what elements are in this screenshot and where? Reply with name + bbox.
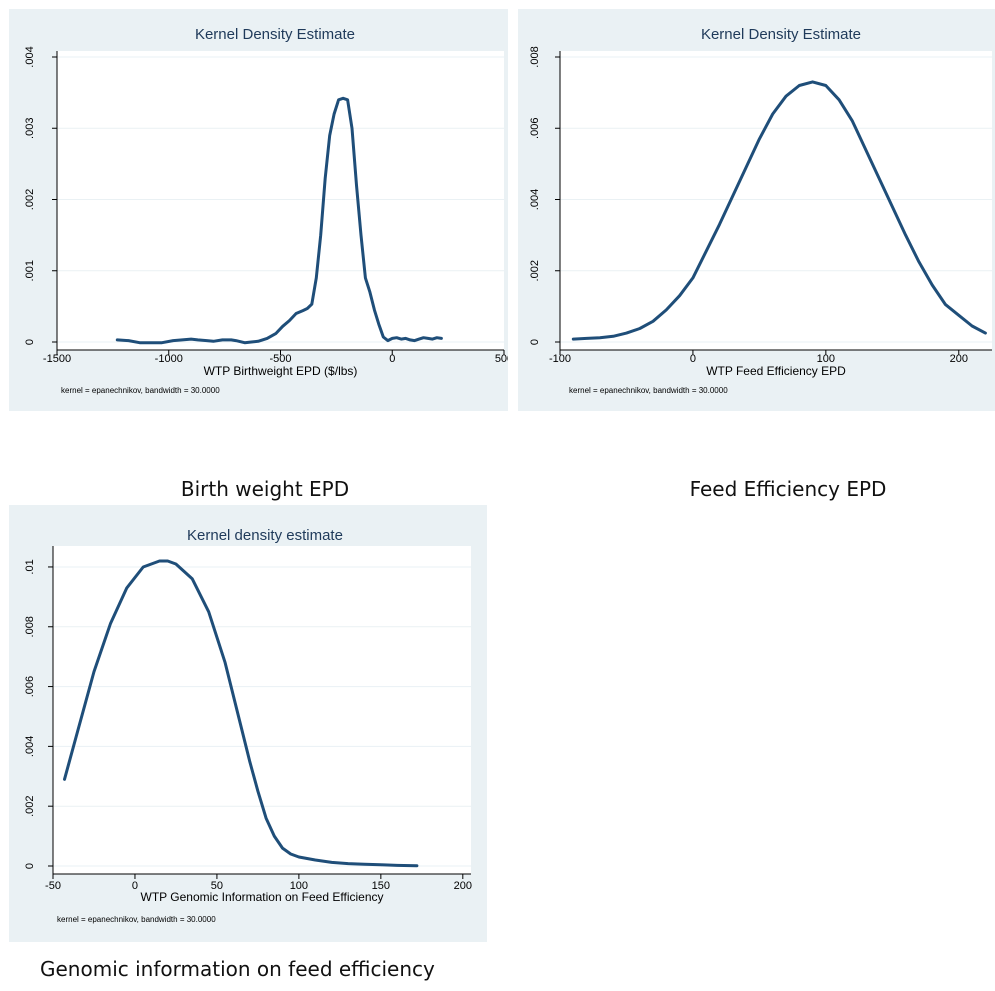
x-axis-label: WTP Feed Efficiency EPD bbox=[706, 364, 846, 378]
chart-note: kernel = epanechnikov, bandwidth = 30.00… bbox=[61, 386, 220, 395]
y-tick-label: .004 bbox=[24, 46, 36, 67]
x-tick-label: 100 bbox=[290, 880, 308, 892]
x-tick-label: 0 bbox=[389, 353, 395, 365]
x-tick-label: 0 bbox=[690, 353, 696, 365]
x-axis-label: WTP Birthweight EPD ($/lbs) bbox=[204, 364, 358, 378]
x-tick-label: -100 bbox=[549, 353, 571, 365]
x-axis-label: WTP Genomic Information on Feed Efficien… bbox=[141, 890, 384, 904]
plot-area bbox=[560, 51, 992, 350]
y-tick-label: .006 bbox=[529, 118, 541, 139]
chart-genomic: Kernel density estimate 0 .002 .004 .006 .008… bbox=[24, 527, 472, 924]
y-tick-label: .006 bbox=[24, 676, 36, 697]
x-tick-label: -500 bbox=[269, 353, 291, 365]
x-tick-label: 200 bbox=[950, 353, 968, 365]
chart-panel-birthweight: Kernel Density Estimate 0 .001 .002 .003 .004… bbox=[9, 9, 508, 411]
y-tick-label: .002 bbox=[529, 260, 541, 281]
chart-title: Kernel Density Estimate bbox=[701, 26, 861, 43]
x-tick-label: 150 bbox=[372, 880, 390, 892]
y-tick-label: 0 bbox=[24, 339, 36, 345]
x-tick-label: -50 bbox=[45, 880, 61, 892]
y-tick-label: .004 bbox=[529, 189, 541, 210]
x-tick-label: 50 bbox=[211, 880, 223, 892]
y-tick-label: .008 bbox=[24, 616, 36, 637]
y-tick-label: 0 bbox=[24, 863, 36, 869]
x-tick-label: 100 bbox=[817, 353, 835, 365]
density-line bbox=[571, 80, 987, 341]
x-tick-label: 0 bbox=[132, 880, 138, 892]
x-tick-label: 200 bbox=[454, 880, 472, 892]
chart-feed-efficiency: Kernel Density Estimate 0 .002 .004 .006 .008… bbox=[529, 26, 992, 395]
chart-panel-genomic: Kernel density estimate 0 .002 .004 .006 .008… bbox=[9, 505, 487, 942]
y-tick-label: .008 bbox=[529, 46, 541, 67]
x-tick-label: -1000 bbox=[155, 353, 183, 365]
plot-area bbox=[53, 546, 471, 874]
y-tick-label: .002 bbox=[24, 189, 36, 210]
chart-title: Kernel density estimate bbox=[187, 527, 343, 544]
chart-note: kernel = epanechnikov, bandwidth = 30.00… bbox=[57, 915, 216, 924]
y-tick-label: .004 bbox=[24, 736, 36, 757]
chart-title: Kernel Density Estimate bbox=[195, 26, 355, 43]
y-tick-label: .001 bbox=[24, 260, 36, 281]
caption-birthweight: Birth weight EPD bbox=[180, 477, 350, 501]
y-tick-label: .002 bbox=[24, 795, 36, 816]
caption-feed-efficiency: Feed Efficiency EPD bbox=[689, 477, 887, 501]
plot-area bbox=[57, 51, 504, 350]
y-tick-label: .01 bbox=[24, 559, 36, 574]
chart-birthweight: Kernel Density Estimate 0 .001 .002 .003 .004… bbox=[24, 26, 508, 395]
density-line bbox=[63, 559, 419, 868]
x-tick-label: -1500 bbox=[43, 353, 71, 365]
x-tick-label: 500 bbox=[495, 353, 508, 365]
y-tick-label: 0 bbox=[529, 339, 541, 345]
caption-genomic: Genomic information on feed efficiency bbox=[40, 957, 435, 981]
density-line bbox=[115, 96, 443, 345]
y-tick-label: .003 bbox=[24, 118, 36, 139]
chart-note: kernel = epanechnikov, bandwidth = 30.00… bbox=[569, 386, 728, 395]
chart-panel-feed-efficiency: Kernel Density Estimate 0 .002 .004 .006 .008… bbox=[518, 9, 995, 411]
